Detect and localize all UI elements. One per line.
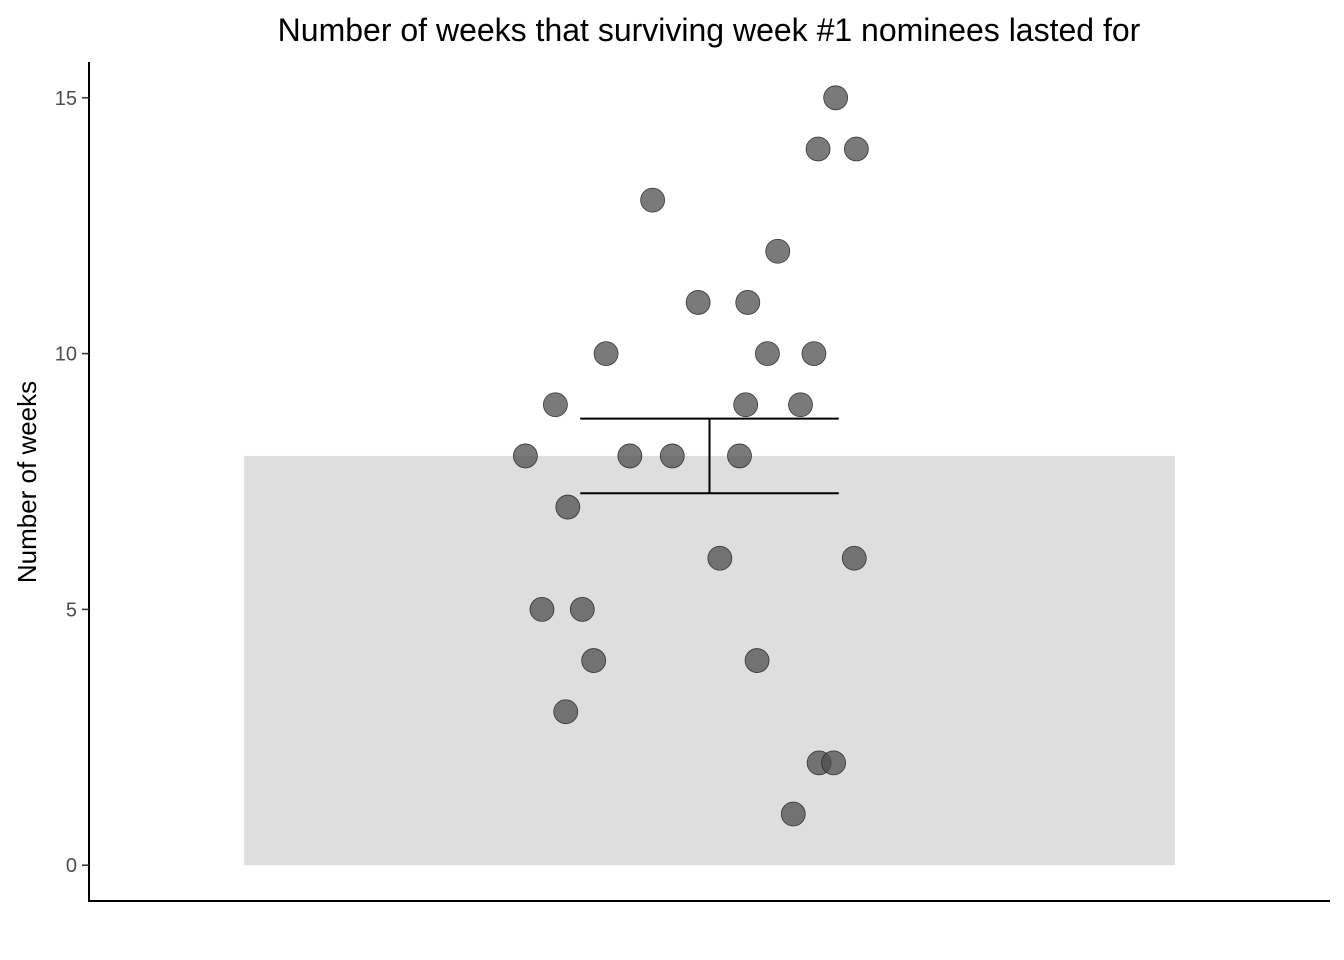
data-point [543, 392, 568, 418]
data-point [569, 596, 595, 622]
data-point [581, 648, 607, 673]
data-point [617, 443, 643, 469]
data-point [529, 596, 555, 622]
error-bar-layer [580, 417, 839, 495]
data-point [821, 750, 846, 776]
y-tick-label: 0 [66, 855, 77, 877]
data-point [553, 699, 579, 725]
data-point [555, 494, 581, 520]
data-point [727, 443, 752, 469]
y-ticks-layer: 0 5 10 15 [55, 88, 89, 877]
data-point [735, 290, 761, 315]
data-point [823, 85, 849, 111]
data-point [513, 443, 538, 469]
data-point [788, 392, 813, 418]
data-point [707, 545, 733, 571]
data-point [801, 341, 827, 367]
axes-layer [88, 62, 1330, 902]
data-point [659, 443, 685, 469]
data-point [780, 801, 806, 827]
data-point [841, 545, 867, 571]
data-point [593, 341, 619, 367]
chart-title: Number of weeks that surviving week #1 n… [278, 12, 1141, 48]
data-point [640, 187, 666, 213]
y-tick-label: 10 [55, 344, 77, 366]
data-point [805, 136, 831, 162]
y-axis-label: Number of weeks [12, 381, 42, 583]
data-point [744, 648, 770, 673]
data-point [685, 290, 711, 315]
data-point [765, 238, 791, 264]
y-tick-label: 5 [66, 599, 77, 621]
data-point [733, 392, 759, 418]
y-tick-label: 15 [55, 88, 77, 110]
shaded-band-layer [244, 455, 1175, 866]
data-point [843, 136, 869, 162]
data-point [755, 341, 780, 367]
data-points-layer [513, 85, 869, 827]
shaded-band [244, 455, 1175, 866]
